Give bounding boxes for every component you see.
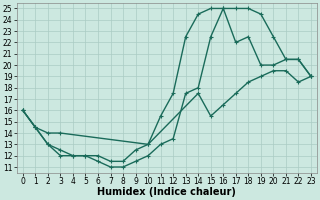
X-axis label: Humidex (Indice chaleur): Humidex (Indice chaleur) xyxy=(98,187,236,197)
